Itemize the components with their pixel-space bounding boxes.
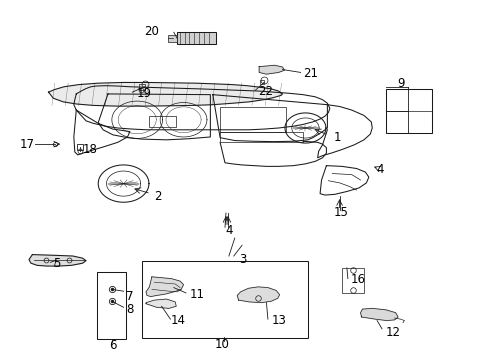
Bar bbox=[220, 107, 285, 132]
Polygon shape bbox=[146, 299, 176, 309]
Text: 11: 11 bbox=[189, 288, 204, 301]
Text: 19: 19 bbox=[136, 87, 151, 100]
Text: 6: 6 bbox=[109, 339, 116, 352]
Polygon shape bbox=[146, 277, 183, 297]
Text: 1: 1 bbox=[332, 131, 340, 144]
Polygon shape bbox=[29, 255, 86, 266]
Text: 17: 17 bbox=[19, 138, 34, 151]
Bar bbox=[220, 132, 303, 142]
Text: 16: 16 bbox=[350, 273, 365, 286]
Text: 12: 12 bbox=[385, 326, 400, 339]
Polygon shape bbox=[259, 65, 284, 74]
Bar bbox=[341, 268, 363, 293]
Text: 4: 4 bbox=[224, 224, 232, 238]
Text: 3: 3 bbox=[239, 253, 246, 266]
Bar bbox=[149, 116, 176, 127]
Bar bbox=[168, 35, 177, 41]
Text: 8: 8 bbox=[126, 303, 134, 316]
Text: 10: 10 bbox=[215, 338, 229, 351]
Text: 15: 15 bbox=[333, 207, 348, 220]
Text: 7: 7 bbox=[126, 290, 134, 303]
Text: 14: 14 bbox=[170, 314, 185, 327]
Bar bbox=[97, 272, 125, 338]
Bar bbox=[142, 261, 307, 338]
Text: 9: 9 bbox=[396, 77, 404, 90]
Text: 4: 4 bbox=[375, 163, 383, 176]
Text: 22: 22 bbox=[258, 85, 273, 98]
Polygon shape bbox=[48, 82, 282, 106]
Text: 5: 5 bbox=[53, 257, 61, 270]
Text: 13: 13 bbox=[271, 314, 285, 327]
Text: 20: 20 bbox=[144, 25, 159, 38]
Text: 18: 18 bbox=[82, 143, 97, 156]
Bar bbox=[177, 32, 216, 44]
Polygon shape bbox=[360, 309, 397, 320]
Bar bbox=[385, 89, 431, 134]
Text: 2: 2 bbox=[154, 190, 162, 203]
Text: 21: 21 bbox=[303, 67, 317, 80]
Polygon shape bbox=[237, 287, 279, 303]
